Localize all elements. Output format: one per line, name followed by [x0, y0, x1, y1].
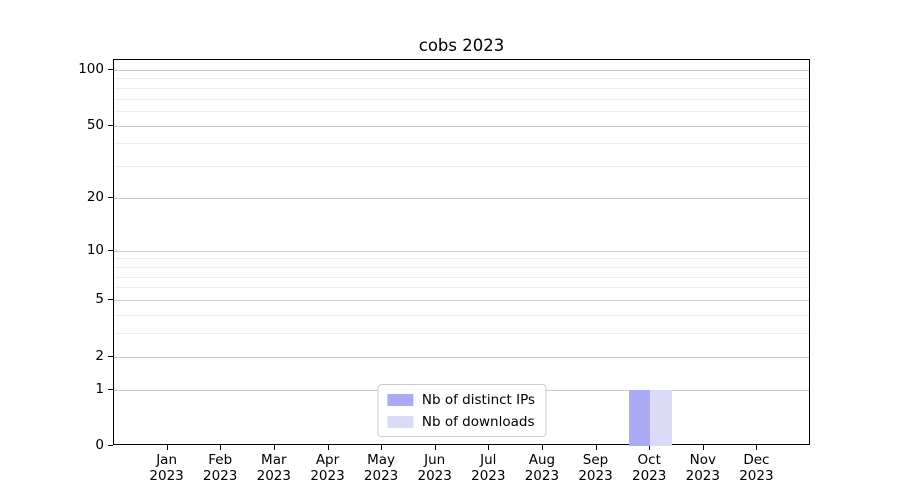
y-tick — [108, 299, 113, 300]
y-tick — [108, 196, 113, 198]
x-tick — [488, 445, 490, 450]
gridline-minor — [114, 258, 809, 260]
x-tick-label: Nov 2023 — [685, 452, 720, 484]
x-tick — [756, 445, 758, 450]
bar-downloads — [650, 389, 672, 446]
legend-label-downloads: Nb of downloads — [421, 413, 535, 430]
x-tick-label: Jun 2023 — [417, 452, 452, 484]
y-tick-label: 0 — [95, 437, 104, 453]
gridline-major — [114, 69, 809, 71]
y-tick-label: 20 — [86, 188, 104, 205]
x-tick — [595, 445, 597, 450]
y-tick — [108, 355, 113, 357]
x-tick — [381, 445, 383, 450]
gridline-minor — [114, 87, 809, 89]
gridline-minor — [114, 276, 809, 278]
gridline-minor — [114, 266, 809, 268]
x-tick — [702, 445, 704, 450]
x-tick — [541, 445, 543, 450]
legend-item-distinct-ips: Nb of distinct IPs — [386, 391, 536, 408]
x-tick-label: Feb 2023 — [203, 452, 238, 484]
gridline-minor — [114, 111, 809, 112]
legend-swatch-downloads — [386, 415, 413, 428]
y-tick — [108, 124, 113, 126]
plot-area: Nb of distinct IPs Nb of downloads — [113, 59, 810, 446]
x-tick — [166, 445, 168, 450]
gridline-major — [114, 197, 809, 199]
gridline-minor — [114, 314, 809, 316]
x-tick — [220, 445, 222, 450]
gridline-minor — [114, 287, 809, 289]
gridline-minor — [114, 166, 809, 168]
y-tick-label: 5 — [95, 291, 104, 307]
x-tick-label: Apr 2023 — [310, 452, 345, 484]
gridline-minor — [114, 98, 809, 100]
x-tick — [649, 445, 651, 450]
y-tick — [108, 445, 113, 446]
x-tick-label: Jan 2023 — [149, 452, 184, 484]
gridline-minor — [114, 78, 809, 80]
x-tick-label: Mar 2023 — [256, 452, 291, 484]
y-tick-label: 50 — [86, 116, 104, 133]
x-tick-label: Oct 2023 — [632, 452, 667, 484]
y-tick-label: 2 — [95, 347, 104, 364]
y-tick-label: 100 — [78, 60, 104, 77]
x-tick-label: Aug 2023 — [524, 452, 560, 484]
x-tick-label: Jul 2023 — [471, 452, 506, 484]
legend-swatch-distinct-ips — [386, 393, 413, 406]
y-tick — [108, 388, 113, 390]
chart-title: cobs 2023 — [418, 36, 505, 55]
x-tick-label: Sep 2023 — [578, 452, 613, 484]
y-tick — [108, 249, 113, 251]
legend: Nb of distinct IPs Nb of downloads — [376, 384, 547, 437]
x-tick-label: Dec 2023 — [739, 452, 774, 484]
y-tick-label: 10 — [86, 241, 104, 258]
y-tick — [108, 68, 113, 70]
bar-distinct-ips — [628, 389, 651, 446]
gridline-major — [114, 300, 809, 301]
gridline-major — [114, 356, 809, 358]
legend-item-downloads: Nb of downloads — [386, 413, 535, 430]
x-tick — [434, 445, 436, 450]
x-tick-label: May 2023 — [363, 452, 399, 484]
x-tick — [327, 445, 329, 450]
legend-label-distinct-ips: Nb of distinct IPs — [421, 391, 536, 408]
gridline-minor — [114, 333, 809, 334]
gridline-major — [114, 250, 809, 252]
x-tick — [273, 445, 275, 450]
y-tick-label: 1 — [95, 380, 104, 397]
gridline-minor — [114, 143, 809, 145]
gridline-major — [114, 125, 809, 127]
